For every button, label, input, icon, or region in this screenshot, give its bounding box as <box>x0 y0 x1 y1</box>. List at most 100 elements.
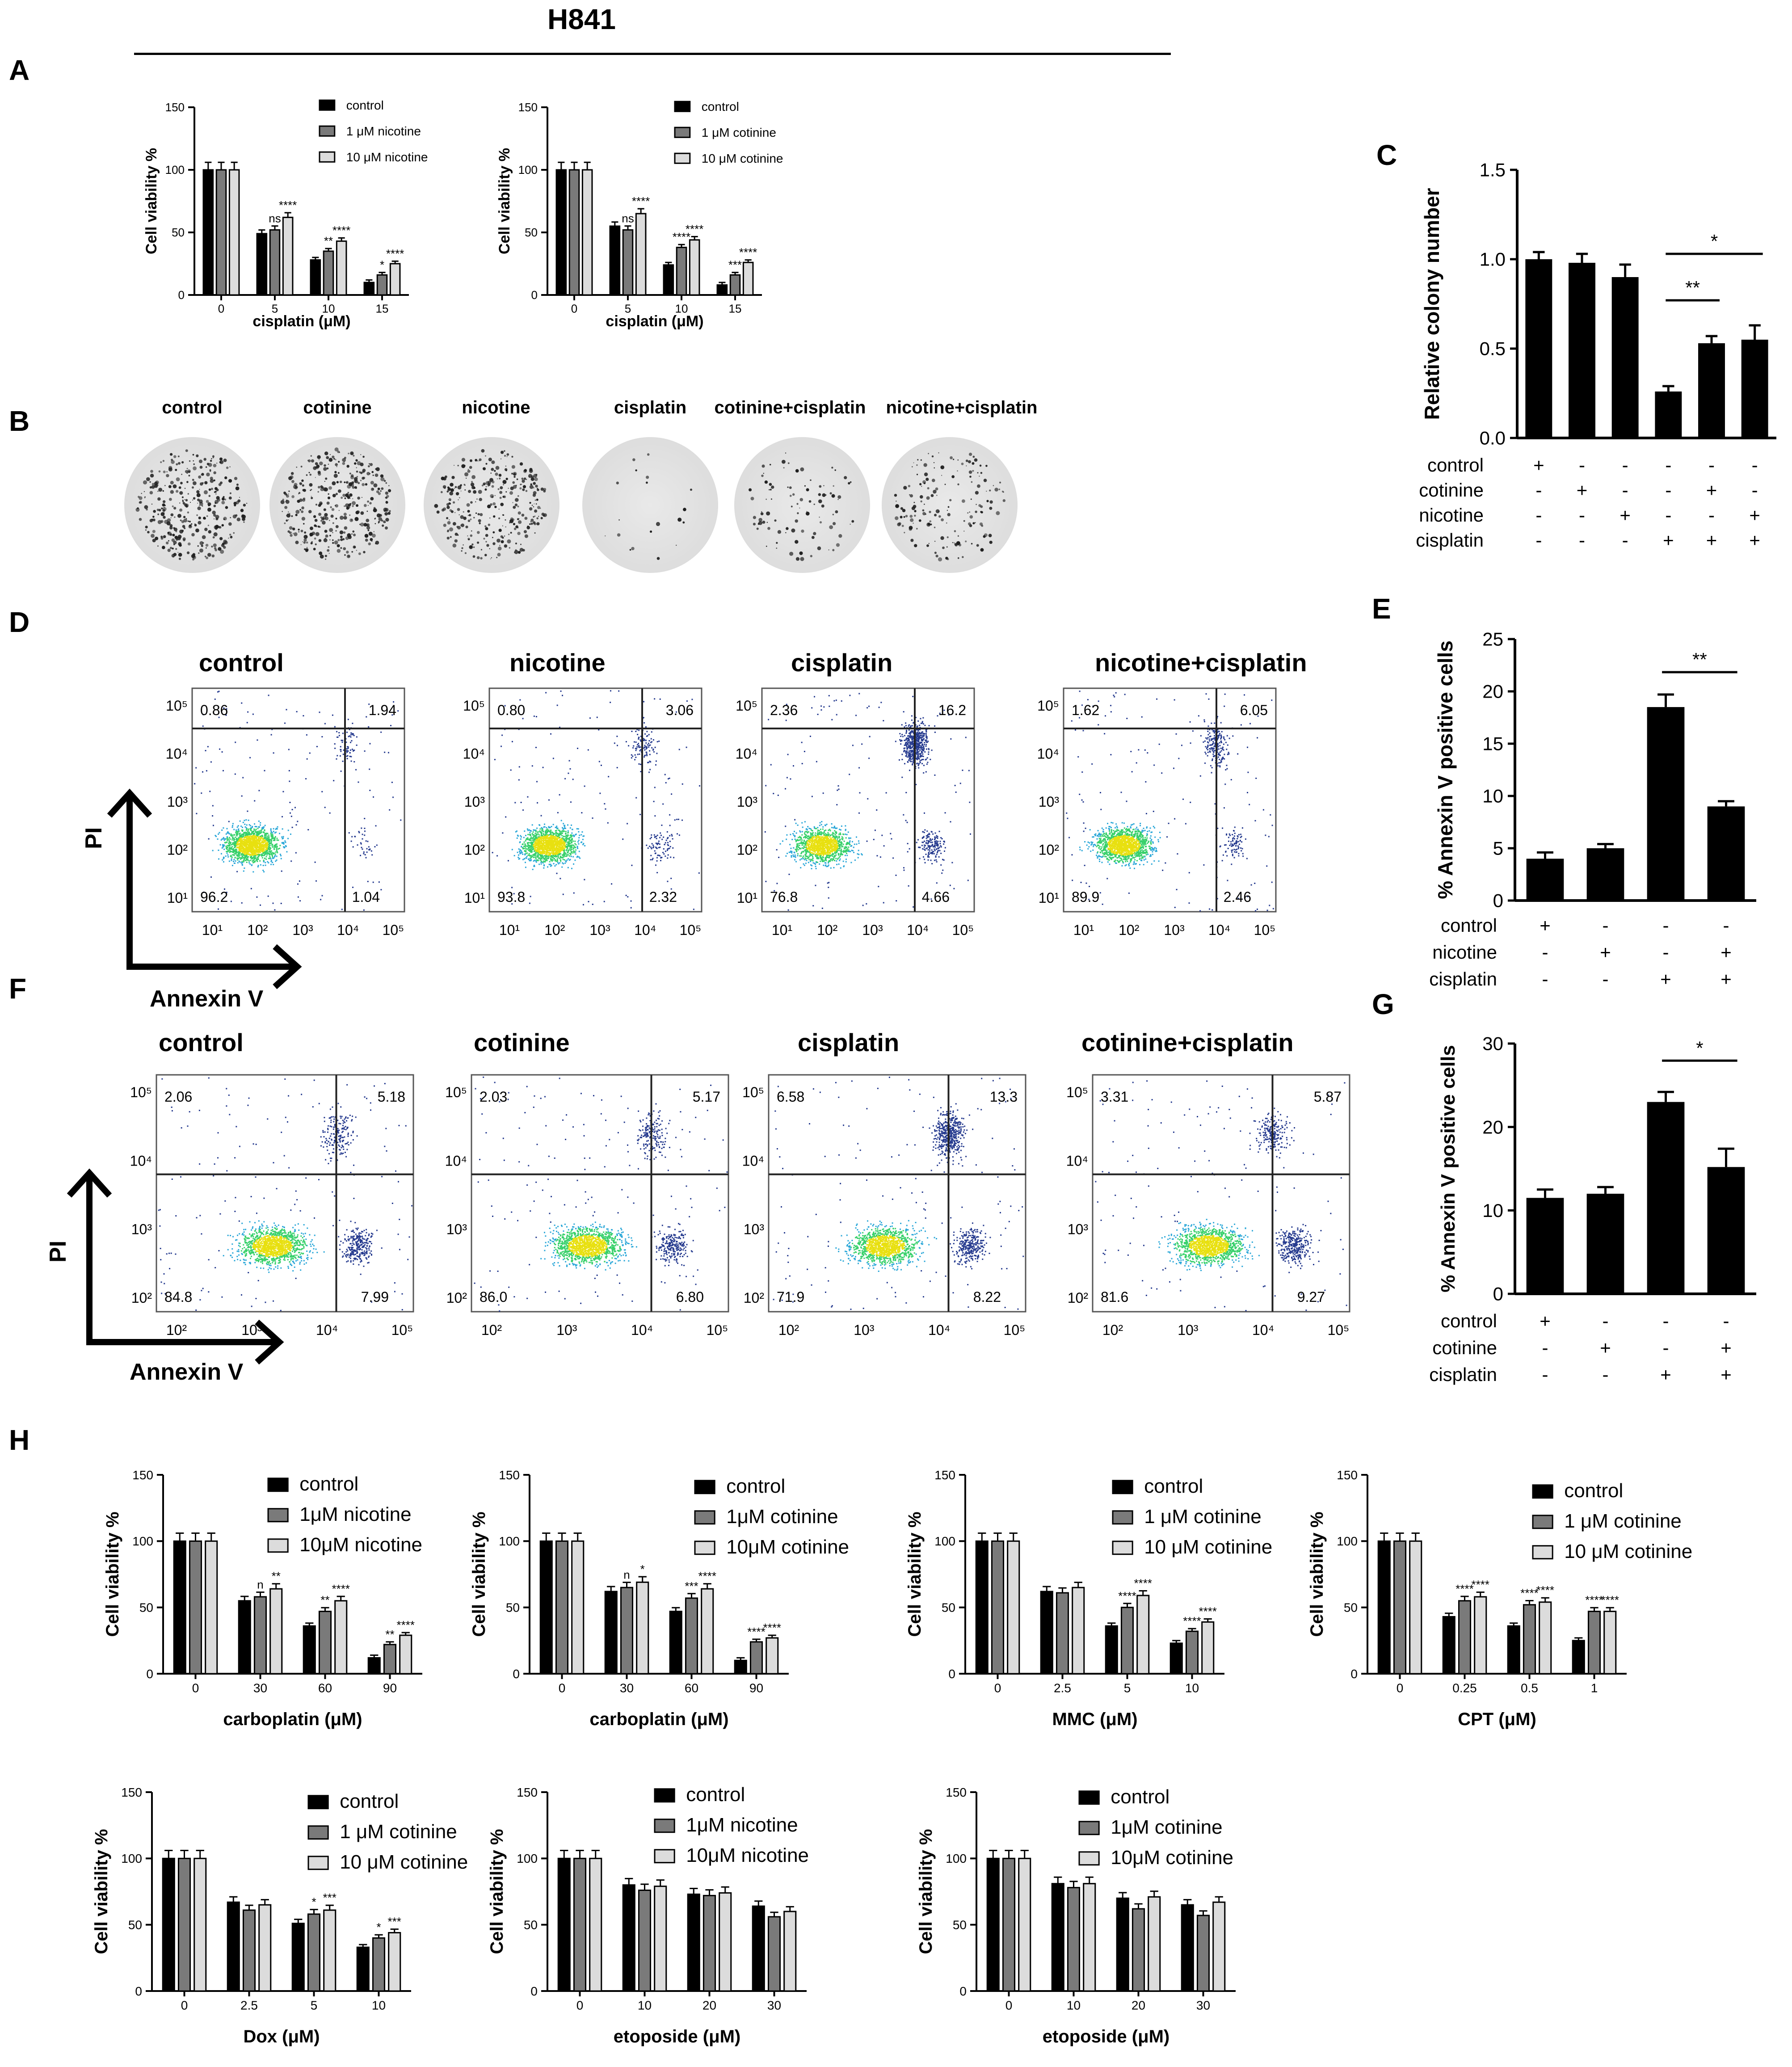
colony <box>234 504 236 506</box>
colony <box>234 477 237 480</box>
colony <box>484 484 485 485</box>
colony <box>286 515 287 516</box>
event <box>645 726 647 728</box>
event <box>634 759 635 760</box>
event <box>195 767 197 769</box>
colony <box>315 543 317 545</box>
event <box>566 844 568 845</box>
event <box>655 747 656 748</box>
colony <box>353 546 356 549</box>
colony <box>199 505 200 506</box>
colony <box>153 510 156 513</box>
condition-mark: - <box>1663 1310 1669 1331</box>
colony <box>804 485 806 487</box>
event <box>638 729 639 731</box>
colony <box>778 530 781 534</box>
event <box>341 909 343 910</box>
event <box>549 852 550 854</box>
colony <box>210 477 213 480</box>
event <box>537 856 538 857</box>
event <box>531 857 532 858</box>
event <box>373 796 374 798</box>
event <box>553 758 554 759</box>
colony <box>499 478 501 480</box>
colony <box>969 511 970 513</box>
colony <box>795 540 798 543</box>
colony <box>513 473 516 476</box>
colony <box>442 509 445 512</box>
colony <box>295 541 299 544</box>
event <box>545 834 546 836</box>
event <box>661 825 662 826</box>
colony <box>317 455 321 459</box>
colony <box>498 518 500 519</box>
event <box>235 774 236 775</box>
event <box>365 854 366 855</box>
colony <box>308 510 312 514</box>
event <box>543 838 545 839</box>
colony <box>484 525 487 527</box>
colony <box>210 471 211 472</box>
colony <box>1003 499 1005 502</box>
event <box>573 863 574 865</box>
colony <box>953 459 954 460</box>
colony <box>806 512 810 516</box>
colony <box>467 510 470 513</box>
event <box>651 837 652 838</box>
colony <box>146 477 150 481</box>
colony <box>537 488 538 489</box>
colony <box>290 476 294 479</box>
event <box>540 846 542 847</box>
event <box>574 859 576 861</box>
event <box>210 761 212 762</box>
event <box>538 860 539 861</box>
colony <box>179 544 182 547</box>
colony <box>180 482 183 484</box>
event <box>578 843 579 845</box>
event <box>384 752 385 753</box>
colony <box>535 500 536 501</box>
event <box>368 726 369 728</box>
event <box>563 894 564 895</box>
title-rule <box>134 53 1171 55</box>
colony <box>938 511 940 512</box>
event <box>565 855 566 857</box>
colony <box>446 517 448 519</box>
colony <box>776 547 777 549</box>
colony <box>505 466 506 467</box>
event <box>655 853 656 854</box>
colony <box>503 514 504 516</box>
colony <box>295 510 299 514</box>
colony <box>473 490 476 494</box>
event <box>541 845 542 846</box>
event <box>565 831 567 832</box>
bar <box>1527 859 1564 901</box>
event <box>646 845 647 846</box>
event <box>626 741 627 742</box>
event <box>366 840 367 842</box>
colony <box>972 456 975 458</box>
event <box>512 849 513 850</box>
event <box>542 843 543 844</box>
colony <box>214 491 216 493</box>
event <box>558 843 559 845</box>
colony <box>198 521 201 525</box>
event <box>525 844 526 845</box>
colony <box>502 496 505 498</box>
colony <box>198 545 199 547</box>
colony <box>369 502 371 504</box>
bar <box>1647 707 1685 901</box>
bar <box>677 248 686 295</box>
colony <box>199 499 203 503</box>
plate-label: nicotine+cisplatin <box>872 398 1051 418</box>
colony <box>320 503 322 505</box>
event <box>665 850 666 852</box>
colony <box>806 511 807 512</box>
condition-label: cotinine <box>1419 480 1484 501</box>
event <box>389 809 390 811</box>
colony <box>457 535 459 536</box>
colony <box>529 502 531 504</box>
colony <box>332 539 334 541</box>
colony <box>213 536 215 539</box>
event <box>562 827 563 829</box>
